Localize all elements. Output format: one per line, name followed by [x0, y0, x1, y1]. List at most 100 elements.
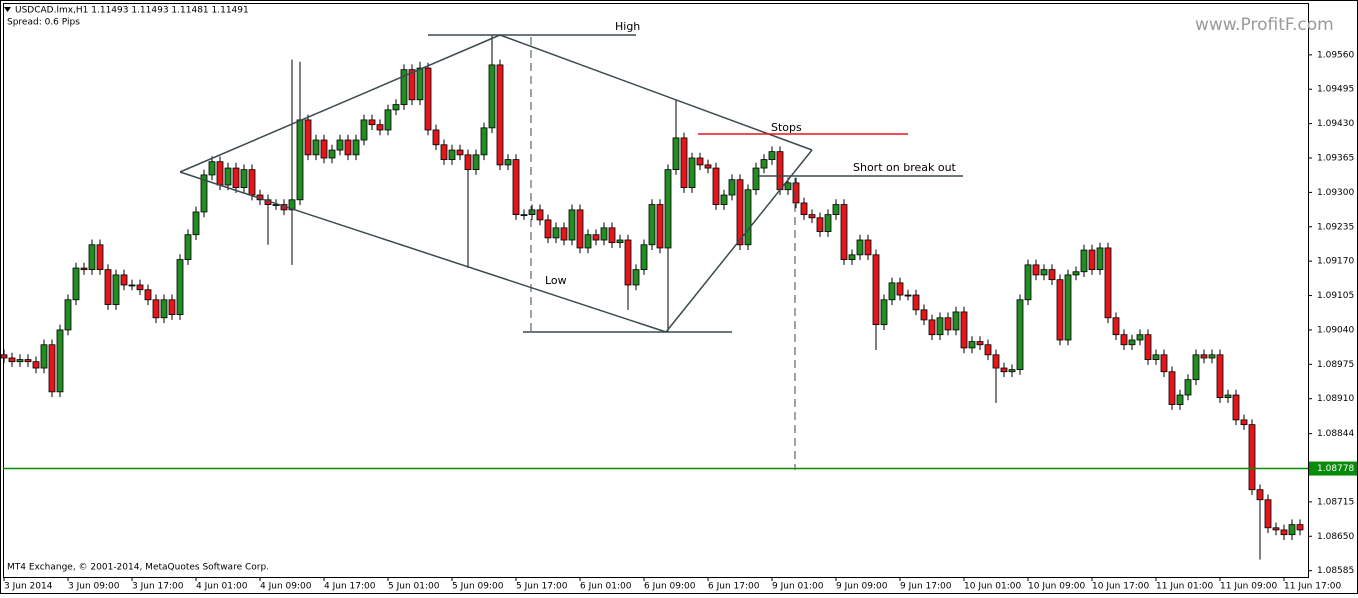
candle-body — [976, 341, 984, 346]
candle-body — [392, 104, 400, 111]
x-tick-label: 9 Jun 09:00 — [836, 582, 888, 592]
y-tick-label: 1.09495 — [1317, 85, 1354, 95]
candles — [0, 34, 1304, 560]
candle-body — [368, 119, 376, 126]
candle-body — [432, 129, 440, 146]
candle-body — [536, 209, 544, 221]
annotation: Stops — [771, 121, 802, 134]
candle-body — [944, 317, 952, 331]
menu-arrow[interactable] — [4, 7, 11, 12]
candle-body — [376, 124, 384, 131]
candle-body — [1224, 394, 1232, 399]
candle-body — [192, 211, 200, 236]
candle-body — [1192, 354, 1200, 381]
candle-body — [240, 169, 248, 189]
candle-body — [1280, 529, 1288, 536]
candle-body — [200, 174, 208, 213]
candle-body — [632, 269, 640, 286]
candle-body — [1208, 354, 1216, 359]
candle-body — [608, 227, 616, 244]
x-tick-label: 6 Jun 09:00 — [644, 582, 696, 592]
candle-body — [248, 169, 256, 196]
price-label-box — [1309, 461, 1357, 476]
candle-body — [136, 284, 144, 291]
candle-body — [160, 299, 168, 319]
candle-body — [648, 204, 656, 246]
candle-body — [56, 329, 64, 393]
y-tick-label: 1.08844 — [1317, 429, 1354, 439]
candle-body — [680, 137, 688, 189]
candle-body — [1296, 524, 1304, 531]
candle-body — [768, 151, 776, 160]
x-tick-label: 3 Jun 17:00 — [132, 582, 184, 592]
diamond-edge — [179, 34, 501, 173]
annotation: Short on break out — [853, 161, 957, 174]
chart-subtitle: Spread: 0.6 Pips — [7, 18, 80, 28]
candle-body — [1040, 269, 1048, 276]
candle-body — [0, 354, 8, 359]
candle-body — [592, 234, 600, 241]
candle-body — [952, 311, 960, 331]
y-tick-label: 1.09170 — [1317, 257, 1354, 267]
candle-body — [1160, 354, 1168, 373]
candle-body — [1016, 299, 1024, 371]
candle-body — [776, 151, 784, 191]
candle-body — [1080, 249, 1088, 273]
candle-body — [600, 227, 608, 241]
y-tick-label: 1.08975 — [1317, 360, 1354, 370]
candle-body — [784, 182, 792, 191]
y-tick-label: 1.09365 — [1317, 154, 1354, 164]
candle-body — [416, 67, 424, 101]
candle-body — [144, 289, 152, 301]
candle-body — [856, 239, 864, 256]
candle-body — [1032, 264, 1040, 276]
candle-body — [624, 239, 632, 286]
candle-body — [1128, 339, 1136, 346]
candle-body — [584, 234, 592, 249]
candle-body — [1088, 249, 1096, 271]
candle-body — [96, 244, 104, 271]
candle-body — [928, 319, 936, 336]
candle-body — [656, 204, 664, 249]
candle-body — [8, 357, 16, 363]
candle-body — [296, 119, 304, 201]
candle-body — [360, 119, 368, 141]
candle-body — [1024, 264, 1032, 301]
candle-body — [688, 157, 696, 189]
candle-body — [568, 209, 576, 241]
candle-body — [544, 219, 552, 239]
candle-body — [480, 127, 488, 156]
candle-body — [712, 167, 720, 205]
plot-frame — [3, 3, 1309, 578]
candle-body — [696, 157, 704, 166]
candle-body — [16, 359, 24, 363]
x-tick-label: 4 Jun 17:00 — [324, 582, 376, 592]
candle-body — [704, 164, 712, 169]
candle-body — [184, 234, 192, 260]
candle-body — [528, 209, 536, 216]
candle-body — [304, 119, 312, 156]
candle-body — [64, 299, 72, 331]
candle-body — [72, 267, 80, 301]
candle-body — [504, 159, 512, 166]
candle-body — [896, 282, 904, 296]
candle-body — [288, 199, 296, 211]
y-tick-label: 1.08715 — [1317, 497, 1354, 507]
candle-body — [328, 149, 336, 159]
candle-body — [1096, 247, 1104, 271]
candle-body — [552, 227, 560, 239]
candle-body — [24, 359, 32, 363]
candle-body — [152, 299, 160, 319]
candle-body — [320, 139, 328, 159]
candle-body — [440, 144, 448, 160]
candle-body — [736, 179, 744, 246]
candle-body — [1272, 527, 1280, 531]
annotation: Low — [545, 274, 567, 287]
y-tick-label: 1.09430 — [1317, 119, 1354, 129]
candle-body — [984, 344, 992, 356]
candle-body — [112, 274, 120, 305]
candle-body — [904, 294, 912, 297]
candle-body — [232, 167, 240, 189]
